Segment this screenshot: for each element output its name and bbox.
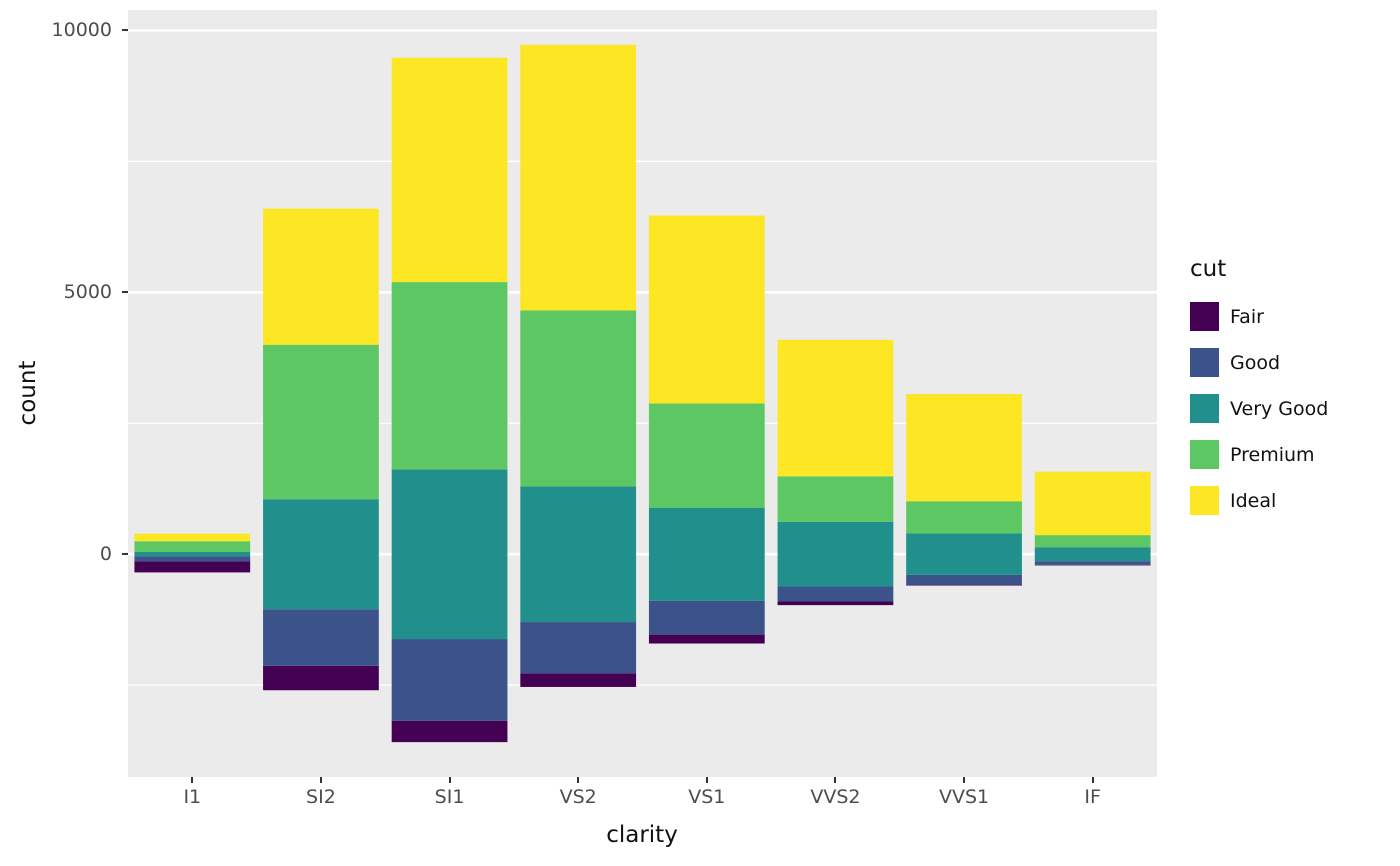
x-axis-title: clarity [606, 822, 678, 848]
bar-segment-VS2-ideal [520, 44, 637, 311]
bar-segment-SI1-very-good [391, 469, 508, 640]
bar-segment-VVS1-ideal [906, 394, 1022, 502]
bar-segment-SI1-good [391, 639, 508, 721]
legend-title: cut [1190, 256, 1227, 282]
legend-key-swatch [1190, 486, 1219, 515]
bar-segment-VVS1-premium [906, 501, 1022, 534]
x-tick-mark [577, 777, 580, 783]
bar-segment-VVS1-very-good [906, 533, 1022, 575]
y-tick-mark [122, 291, 128, 294]
bar-segment-VS1-fair [648, 634, 765, 644]
bar-segment-SI2-good [263, 609, 379, 666]
bar-segment-SI2-ideal [263, 208, 379, 345]
bar-segment-VVS2-good [777, 586, 894, 602]
x-tick-mark [963, 777, 966, 783]
legend-label: Ideal [1230, 489, 1277, 512]
bar-segment-SI2-very-good [263, 499, 379, 610]
bar-segment-VS2-premium [520, 310, 637, 487]
bar-segment-I1-fair [134, 561, 251, 573]
bar-segment-VS2-fair [520, 673, 637, 687]
legend-key-swatch [1190, 348, 1219, 377]
y-tick-label: 5000 [63, 281, 112, 304]
bar-segment-VS2-good [520, 622, 637, 674]
bar-segment-I1-ideal [134, 533, 251, 542]
legend-key-swatch [1190, 440, 1219, 469]
x-tick-mark [448, 777, 451, 783]
legend-key-swatch [1190, 394, 1219, 423]
bar-segment-I1-premium [134, 541, 251, 552]
y-tick-mark [122, 29, 128, 32]
y-tick-label: 10000 [51, 19, 112, 42]
bar-segment-VVS2-fair [777, 601, 894, 606]
bar-segment-VVS1-fair [906, 584, 1022, 586]
plot-panel [128, 10, 1157, 777]
bar-segment-VS1-ideal [648, 215, 765, 404]
bar-segment-VS1-good [648, 600, 765, 635]
bar-segment-SI2-premium [263, 344, 379, 500]
y-tick-label: 0 [99, 543, 112, 566]
legend-items: Fair Good Very Good Premium Ideal [1190, 302, 1395, 515]
legend-item-premium: Premium [1190, 440, 1395, 469]
x-tick-label-SI2: SI2 [306, 786, 336, 808]
x-tick-label-VS1: VS1 [688, 786, 726, 808]
bar-segment-IF-ideal [1034, 471, 1151, 536]
bar-segment-SI1-fair [391, 720, 508, 743]
bar-segment-VS1-premium [648, 403, 765, 508]
x-tick-mark [319, 777, 322, 783]
x-tick-label-VVS1: VVS1 [938, 786, 990, 808]
bar-segment-VVS2-very-good [777, 521, 894, 587]
bar-segment-SI1-premium [391, 282, 508, 470]
bar-segment-I1-good [134, 556, 251, 562]
x-tick-label-I1: I1 [183, 786, 202, 808]
legend-item-fair: Fair [1190, 302, 1395, 331]
bar-segment-SI1-ideal [391, 57, 508, 283]
legend-label: Very Good [1230, 397, 1329, 420]
legend-label: Fair [1230, 305, 1264, 328]
x-tick-mark [834, 777, 837, 783]
legend-item-good: Good [1190, 348, 1395, 377]
legend-label: Premium [1230, 443, 1315, 466]
x-tick-mark [705, 777, 708, 783]
bar-segment-IF-premium [1034, 535, 1151, 548]
x-tick-mark [191, 777, 194, 783]
x-tick-mark [1091, 777, 1094, 783]
bar-segment-IF-very-good [1034, 547, 1151, 562]
bar-segment-VS2-very-good [520, 486, 637, 623]
x-tick-label-VS2: VS2 [559, 786, 597, 808]
bar-segment-I1-very-good [134, 551, 251, 557]
bar-segment-VVS2-premium [777, 476, 894, 522]
x-tick-label-SI1: SI1 [434, 786, 465, 808]
bar-segment-VVS2-ideal [777, 339, 894, 477]
legend: cut Fair Good Very Good Premium Ideal [1190, 256, 1395, 532]
bar-segment-SI2-fair [263, 665, 379, 691]
legend-key-swatch [1190, 302, 1219, 331]
x-tick-label-IF: IF [1084, 786, 1101, 808]
bar-segment-VS1-very-good [648, 507, 765, 601]
bars-svg [128, 29, 1157, 743]
x-tick-label-VVS2: VVS2 [810, 786, 861, 808]
legend-label: Good [1230, 351, 1281, 374]
y-axis-title: count [15, 360, 41, 426]
legend-item-very-good: Very Good [1190, 394, 1395, 423]
legend-item-ideal: Ideal [1190, 486, 1395, 515]
bar-segment-IF-good [1034, 561, 1151, 565]
bar-segment-VVS1-good [906, 574, 1022, 585]
y-tick-mark [122, 553, 128, 556]
